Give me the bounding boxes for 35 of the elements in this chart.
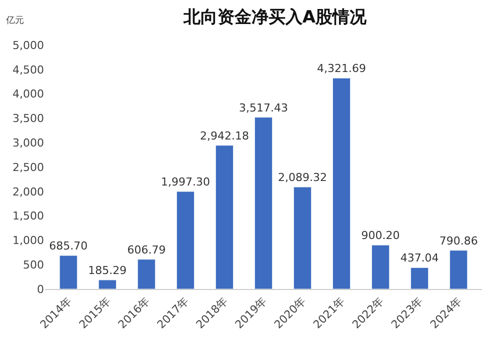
bar: [332, 78, 351, 289]
bar: [293, 186, 312, 289]
y-tick-label: 5,000: [12, 38, 44, 52]
data-label: 1,997.30: [160, 176, 210, 189]
bar: [176, 191, 194, 289]
data-label: 900.20: [361, 229, 400, 242]
bar: [372, 244, 390, 289]
bar: [450, 250, 468, 289]
data-label: 4,321.69: [317, 62, 366, 76]
y-tick-label: 3,500: [12, 112, 44, 126]
y-axis-title: 亿元: [5, 15, 24, 26]
bar: [254, 117, 273, 289]
bar: [215, 145, 234, 289]
data-label: 606.79: [127, 243, 166, 256]
y-tick-label: 4,500: [12, 63, 44, 76]
data-label: 790.86: [439, 234, 478, 248]
data-label: 3,517.43: [239, 101, 288, 114]
y-tick-label: 1,000: [12, 234, 44, 248]
y-tick-label: 2,500: [12, 160, 44, 174]
chart-title: 北向资金净买入A股情况: [182, 7, 368, 28]
y-tick-label: 4,000: [12, 88, 44, 101]
data-label: 185.29: [88, 264, 127, 277]
y-tick-label: 1,500: [12, 210, 44, 223]
data-label: 685.70: [49, 240, 88, 253]
y-tick-label: 3,000: [12, 136, 44, 150]
bar: [98, 280, 116, 289]
bar: [410, 267, 429, 289]
bar: [59, 255, 78, 289]
y-tick-label: 2,000: [12, 185, 44, 198]
bar: [137, 259, 156, 289]
data-label: 437.04: [400, 252, 439, 265]
y-tick-label: 0: [37, 282, 44, 296]
data-label: 2,942.18: [200, 129, 249, 142]
data-label: 2,089.32: [278, 171, 328, 184]
y-tick-label: 500: [23, 258, 44, 272]
